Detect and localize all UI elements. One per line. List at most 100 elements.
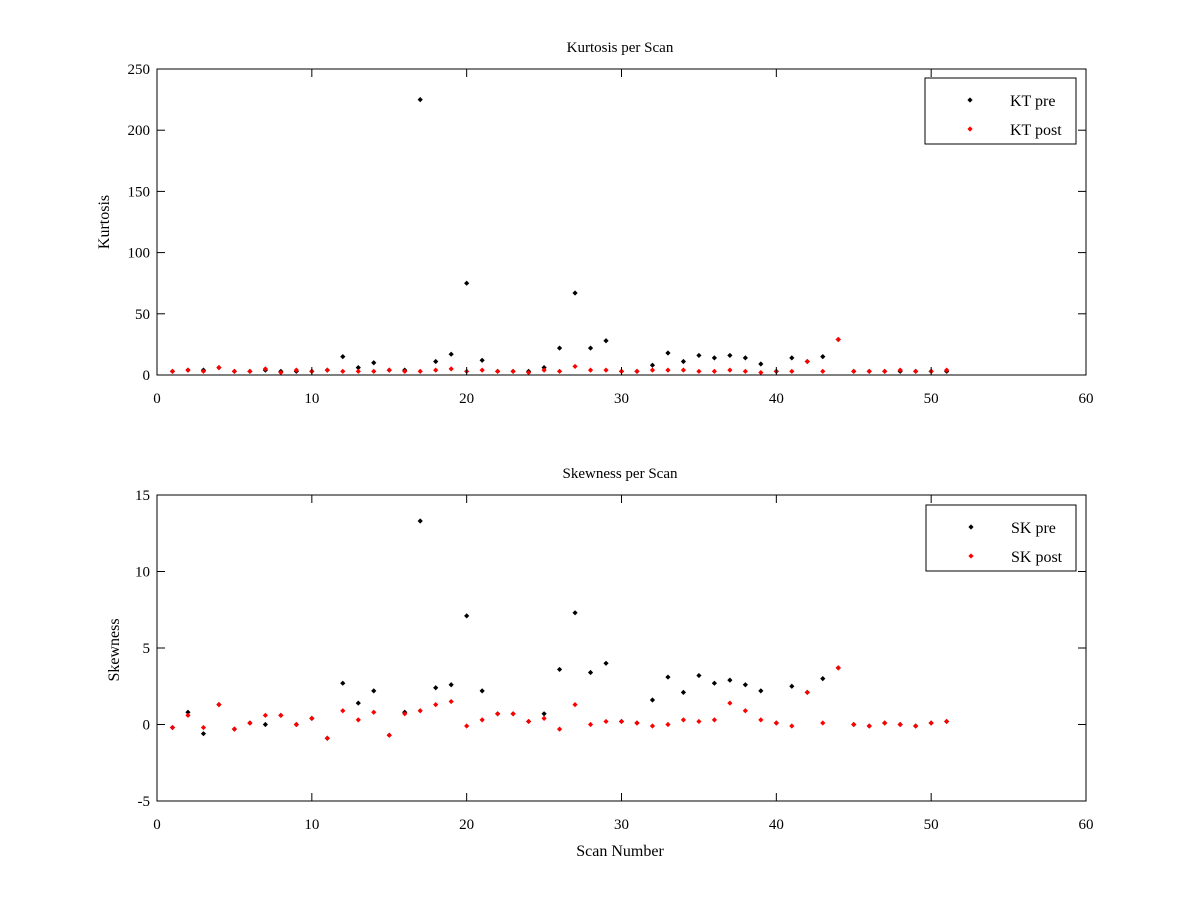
skewness-point-series-1 [541, 715, 547, 721]
skewness-point-series-0 [742, 682, 748, 688]
skewness-y-axis-label: Skewness [106, 618, 123, 681]
skewness-x-tick-label: 10 [304, 817, 319, 833]
kurtosis-point-series-0 [340, 354, 346, 360]
skewness-point-series-1 [804, 689, 810, 695]
skewness-point-series-1 [696, 718, 702, 725]
skewness-point-series-1 [587, 721, 594, 728]
skewness-point-series-1 [324, 735, 330, 741]
skewness-legend-marker-0 [968, 524, 974, 530]
kurtosis-point-series-1 [185, 367, 191, 373]
skewness-point-series-1 [665, 721, 671, 728]
kurtosis-legend-label-1: KT post [1010, 122, 1062, 139]
kurtosis-point-series-0 [711, 355, 717, 361]
skewness-point-series-1 [293, 721, 299, 728]
skewness-point-series-0 [340, 680, 346, 686]
kurtosis-point-series-0 [587, 345, 594, 351]
skewness-point-series-1 [169, 724, 176, 731]
skewness-point-series-1 [773, 720, 779, 726]
skewness-point-series-1 [711, 717, 717, 723]
skewness-legend-label-0: SK pre [1011, 520, 1056, 537]
kurtosis-point-series-1 [649, 367, 656, 373]
skewness-point-series-0 [417, 518, 423, 524]
skewness-point-series-1 [758, 717, 764, 723]
kurtosis-point-series-0 [448, 351, 454, 357]
skewness-x-tick-label: 60 [1079, 817, 1094, 833]
kurtosis-legend-marker-1 [967, 126, 973, 132]
kurtosis-y-tick-label: 100 [128, 246, 151, 262]
kurtosis-point-series-0 [789, 355, 795, 361]
kurtosis-point-series-0 [649, 362, 656, 368]
kurtosis-point-series-1 [556, 368, 563, 374]
kurtosis-point-series-1 [789, 368, 795, 374]
skewness-point-series-1 [742, 708, 748, 714]
skewness-point-series-0 [448, 682, 454, 688]
skewness-point-series-1 [433, 702, 439, 708]
skewness-point-series-1 [371, 709, 377, 715]
skewness-point-series-1 [510, 711, 516, 717]
kurtosis-legend-label-0: KT pre [1010, 93, 1055, 110]
kurtosis-x-tick-label: 40 [769, 391, 784, 407]
kurtosis-point-series-1 [851, 368, 857, 374]
skewness-point-series-1 [572, 702, 578, 708]
skewness-legend-label-1: SK post [1011, 549, 1063, 566]
kurtosis-point-series-1 [742, 368, 748, 374]
skewness-point-series-1 [247, 720, 253, 726]
kurtosis-point-series-1 [835, 336, 841, 343]
kurtosis-point-series-1 [634, 368, 640, 374]
skewness-point-series-1 [944, 718, 950, 725]
skewness-marks [169, 518, 950, 741]
kurtosis-point-series-0 [758, 361, 764, 367]
kurtosis-point-series-1 [324, 367, 330, 373]
kurtosis-point-series-1 [727, 367, 733, 373]
kurtosis-point-series-1 [495, 368, 501, 374]
kurtosis-point-series-1 [526, 369, 532, 376]
kurtosis-point-series-1 [587, 367, 594, 373]
kurtosis-point-series-1 [355, 368, 361, 374]
kurtosis-y-tick-label: 150 [128, 184, 151, 200]
skewness-point-series-1 [913, 723, 919, 729]
kurtosis-x-tick-label: 30 [614, 391, 629, 407]
skewness-x-tick-label: 0 [153, 817, 161, 833]
skewness-point-series-1 [262, 712, 268, 718]
kurtosis-x-tick-label: 20 [459, 391, 474, 407]
skewness-point-series-0 [789, 683, 795, 689]
skewness-y-tick-label: -5 [138, 794, 151, 810]
skewness-point-series-0 [649, 697, 656, 703]
kurtosis-y-tick-label: 250 [128, 62, 151, 78]
kurtosis-legend-marker-0 [967, 97, 973, 103]
kurtosis-ticks: 0 10 20 30 40 50 60 0 50 100 150 200 250 [128, 62, 1094, 407]
kurtosis-point-series-1 [402, 368, 408, 374]
kurtosis-point-series-0 [464, 280, 470, 286]
kurtosis-plot-frame [156, 68, 1087, 376]
kurtosis-point-series-0 [696, 352, 702, 359]
kurtosis-x-tick-label: 0 [153, 391, 161, 407]
kurtosis-title: Kurtosis per Scan [567, 40, 674, 56]
skewness-point-series-1 [526, 718, 532, 725]
kurtosis-point-series-0 [742, 355, 748, 361]
kurtosis-point-series-1 [665, 367, 671, 373]
kurtosis-x-tick-label: 50 [924, 391, 939, 407]
kurtosis-point-series-0 [572, 290, 578, 296]
skewness-point-series-1 [417, 708, 423, 714]
kurtosis-point-series-1 [371, 368, 377, 374]
skewness-point-series-0 [696, 672, 702, 679]
skewness-point-series-1 [727, 700, 733, 706]
kurtosis-point-series-1 [510, 368, 516, 374]
skewness-point-series-1 [603, 718, 609, 725]
kurtosis-point-series-0 [355, 365, 361, 371]
skewness-point-series-1 [464, 723, 470, 729]
skewness-title: Skewness per Scan [563, 466, 678, 482]
skewness-point-series-1 [649, 723, 656, 729]
kurtosis-point-series-1 [541, 367, 547, 373]
skewness-point-series-1 [216, 702, 222, 708]
skewness-point-series-1 [479, 717, 485, 723]
skewness-legend-box [925, 504, 1077, 572]
kurtosis-point-series-0 [556, 345, 563, 351]
kurtosis-point-series-1 [231, 368, 238, 374]
kurtosis-point-series-1 [448, 366, 454, 372]
kurtosis-point-series-0 [371, 360, 377, 366]
skewness-point-series-0 [680, 689, 687, 695]
kurtosis-x-tick-label: 60 [1079, 391, 1094, 407]
